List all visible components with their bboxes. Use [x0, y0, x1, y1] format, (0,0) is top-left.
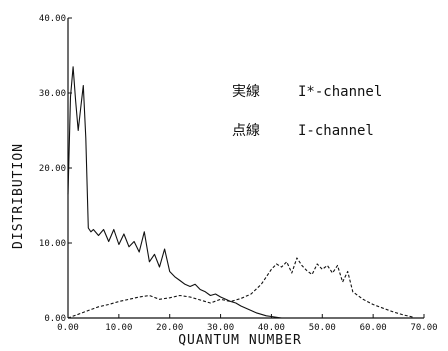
y-axis-label: DISTRIBUTION — [11, 143, 26, 249]
series-line-i-channel — [67, 257, 414, 319]
x-tick-label: 0.00 — [57, 323, 79, 333]
x-tick-label: 50.00 — [309, 323, 336, 333]
legend: 実線 I*-channel 点線 I-channel — [232, 84, 382, 139]
legend-label-i-star-channel: I*-channel — [298, 84, 382, 100]
legend-label-i-channel: I-channel — [298, 123, 374, 139]
y-axis-ticks: 0.00 10.00 20.00 30.00 40.00 — [39, 14, 72, 324]
x-tick-label: 70.00 — [410, 323, 437, 333]
y-tick-label: 10.00 — [39, 239, 66, 249]
x-tick-label: 20.00 — [156, 323, 183, 333]
x-tick-label: 40.00 — [258, 323, 285, 333]
x-tick-label: 30.00 — [207, 323, 234, 333]
axes — [67, 18, 424, 319]
y-tick-label: 20.00 — [39, 164, 66, 174]
x-axis-ticks: 0.00 10.00 20.00 30.00 40.00 50.00 60.00 70.00 — [57, 314, 438, 333]
x-tick-label: 60.00 — [360, 323, 387, 333]
y-tick-label: 30.00 — [39, 89, 66, 99]
series-line-i-star-channel — [67, 66, 282, 319]
x-axis-label: QUANTUM NUMBER — [178, 333, 302, 348]
series-lines — [67, 66, 414, 319]
y-tick-label: 40.00 — [39, 14, 66, 24]
y-tick-label: 0.00 — [44, 314, 66, 324]
legend-prefix-solid: 実線 — [232, 84, 260, 100]
x-tick-label: 10.00 — [105, 323, 132, 333]
legend-prefix-dashed: 点線 — [232, 123, 260, 139]
